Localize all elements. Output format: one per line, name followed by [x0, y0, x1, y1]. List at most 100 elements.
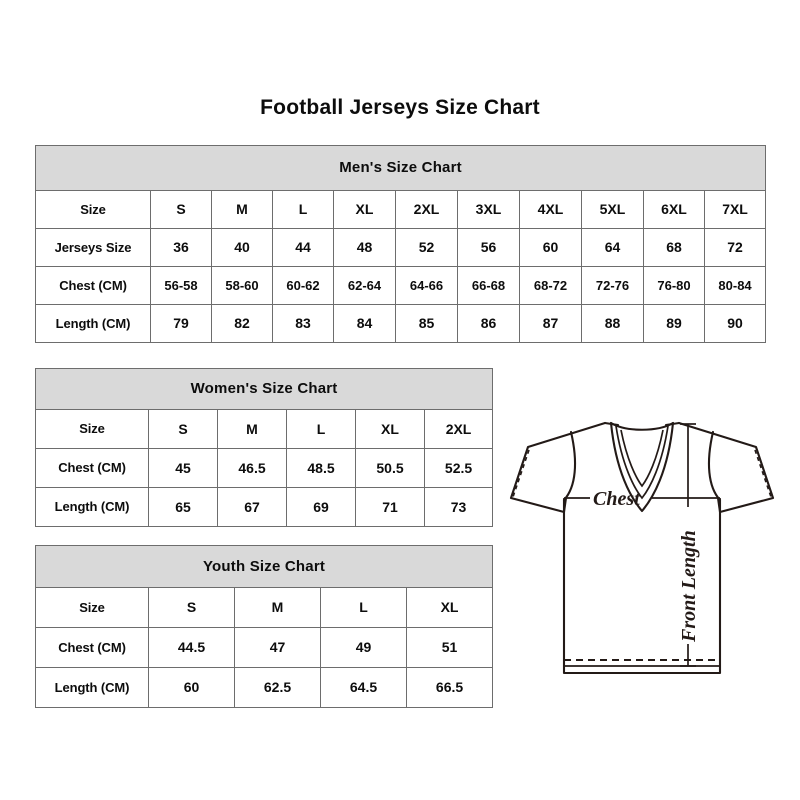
mens-table-caption: Men's Size Chart [34, 145, 767, 191]
cell-men-jersey-xl: 48 [333, 228, 396, 267]
cell-men-length-2xl: 85 [395, 304, 458, 343]
cell-women-length-s: 65 [148, 487, 218, 527]
cell-men-size-s: S [150, 190, 212, 229]
cell-youth-length-m: 62.5 [234, 667, 321, 708]
cell-men-length-xl: 84 [333, 304, 396, 343]
cell-men-chest-m: 58-60 [211, 266, 273, 305]
cell-men-chest-3xl: 66-68 [457, 266, 520, 305]
table-caption-row: Youth Size Chart [34, 545, 494, 588]
table-caption-row: Women's Size Chart [34, 368, 494, 410]
cell-men-size-5xl: 5XL [581, 190, 644, 229]
cell-men-length-4xl: 87 [519, 304, 582, 343]
table-row: Size S M L XL 2XL 3XL 4XL 5XL 6XL 7XL [35, 190, 767, 229]
youth-size-chart-table: Youth Size Chart Size S M L XL Chest (CM… [34, 545, 494, 708]
table-row: Size S M L XL 2XL [35, 409, 494, 449]
cell-women-chest-xl: 50.5 [355, 448, 425, 488]
row-label-size: Size [35, 587, 149, 628]
cell-men-jersey-3xl: 56 [457, 228, 520, 267]
womens-size-chart-table: Women's Size Chart Size S M L XL 2XL Che… [34, 368, 494, 527]
right-armhole-seam [707, 430, 722, 502]
row-label-jerseys-size: Jerseys Size [35, 228, 151, 267]
cell-men-chest-5xl: 72-76 [581, 266, 644, 305]
right-sleeve-hem-dashed [754, 449, 772, 498]
row-label-chest: Chest (CM) [35, 266, 151, 305]
table-row: Chest (CM) 56-58 58-60 60-62 62-64 64-66… [35, 266, 767, 305]
cell-women-size-m: M [217, 409, 287, 449]
cell-women-chest-m: 46.5 [217, 448, 287, 488]
t-shirt-measurement-diagram: Chest Front Length [498, 402, 786, 692]
row-label-length: Length (CM) [35, 667, 149, 708]
body-outline [562, 498, 722, 675]
cell-men-length-s: 79 [150, 304, 212, 343]
v-neck-collar-inner-1 [615, 425, 669, 500]
table-row: Length (CM) 79 82 83 84 85 86 87 88 89 9… [35, 304, 767, 343]
cell-women-chest-l: 48.5 [286, 448, 356, 488]
cell-men-jersey-7xl: 72 [703, 228, 767, 267]
cell-women-length-m: 67 [217, 487, 287, 527]
table-row: Chest (CM) 45 46.5 48.5 50.5 52.5 [35, 448, 494, 488]
neckline-top-arc [609, 421, 675, 431]
cell-men-jersey-s: 36 [150, 228, 212, 267]
cell-men-chest-6xl: 76-80 [643, 266, 705, 305]
row-label-length: Length (CM) [35, 487, 149, 527]
cell-men-length-m: 82 [211, 304, 273, 343]
row-label-size: Size [35, 409, 149, 449]
row-label-length: Length (CM) [35, 304, 151, 343]
left-sleeve-outline [509, 421, 607, 514]
cell-men-size-7xl: 7XL [703, 190, 767, 229]
cell-men-jersey-2xl: 52 [395, 228, 458, 267]
cell-men-jersey-4xl: 60 [519, 228, 582, 267]
womens-table-caption: Women's Size Chart [34, 368, 494, 410]
row-label-size: Size [35, 190, 151, 229]
chest-dimension-label: Chest [593, 488, 641, 510]
v-neck-collar-outer [609, 421, 675, 513]
cell-women-length-xl: 71 [355, 487, 425, 527]
cell-men-length-l: 83 [272, 304, 334, 343]
cell-youth-size-xl: XL [405, 587, 494, 628]
cell-men-size-l: L [272, 190, 334, 229]
cell-youth-chest-m: 47 [234, 627, 321, 668]
cell-women-size-s: S [148, 409, 218, 449]
cell-men-chest-7xl: 80-84 [703, 266, 767, 305]
v-neck-collar-inner-2 [620, 429, 664, 488]
youth-table-caption: Youth Size Chart [34, 545, 494, 588]
cell-men-size-3xl: 3XL [457, 190, 520, 229]
cell-youth-chest-l: 49 [320, 627, 407, 668]
table-row: Length (CM) 60 62.5 64.5 66.5 [35, 667, 494, 708]
cell-men-chest-xl: 62-64 [333, 266, 396, 305]
cell-youth-chest-s: 44.5 [148, 627, 235, 668]
cell-men-length-6xl: 89 [643, 304, 705, 343]
cell-men-chest-4xl: 68-72 [519, 266, 582, 305]
cell-men-length-3xl: 86 [457, 304, 520, 343]
cell-men-size-4xl: 4XL [519, 190, 582, 229]
cell-men-size-xl: XL [333, 190, 396, 229]
cell-women-chest-s: 45 [148, 448, 218, 488]
cell-men-chest-l: 60-62 [272, 266, 334, 305]
row-label-chest: Chest (CM) [35, 448, 149, 488]
cell-men-jersey-5xl: 64 [581, 228, 644, 267]
cell-women-length-2xl: 73 [423, 487, 494, 527]
cell-women-size-2xl: 2XL [423, 409, 494, 449]
left-armhole-seam [562, 430, 577, 502]
table-row: Chest (CM) 44.5 47 49 51 [35, 627, 494, 668]
cell-men-length-7xl: 90 [703, 304, 767, 343]
cell-youth-size-l: L [320, 587, 407, 628]
table-row: Length (CM) 65 67 69 71 73 [35, 487, 494, 527]
cell-men-jersey-6xl: 68 [643, 228, 705, 267]
cell-men-length-5xl: 88 [581, 304, 644, 343]
front-length-dimension-label: Front Length [678, 530, 700, 643]
table-row: Jerseys Size 36 40 44 48 52 56 60 64 68 … [35, 228, 767, 267]
cell-men-chest-2xl: 64-66 [395, 266, 458, 305]
table-row: Size S M L XL [35, 587, 494, 628]
cell-youth-length-s: 60 [148, 667, 235, 708]
cell-youth-size-s: S [148, 587, 235, 628]
page-title: Football Jerseys Size Chart [260, 96, 540, 119]
cell-men-size-m: M [211, 190, 273, 229]
table-caption-row: Men's Size Chart [34, 145, 767, 191]
cell-men-size-6xl: 6XL [643, 190, 705, 229]
cell-men-jersey-l: 44 [272, 228, 334, 267]
cell-women-chest-2xl: 52.5 [423, 448, 494, 488]
mens-size-chart-table: Men's Size Chart Size S M L XL 2XL 3XL 4… [34, 145, 767, 343]
cell-youth-length-xl: 66.5 [405, 667, 494, 708]
